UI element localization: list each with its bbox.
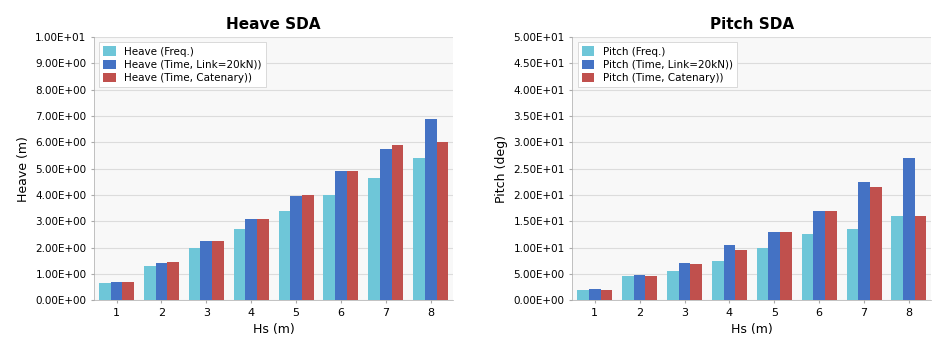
Bar	[257, 219, 268, 300]
Bar	[380, 149, 392, 300]
Bar	[167, 262, 179, 300]
Title: Pitch SDA: Pitch SDA	[710, 17, 793, 32]
Bar	[347, 171, 358, 300]
Bar	[622, 276, 634, 300]
Bar	[712, 261, 723, 300]
X-axis label: Hs (m): Hs (m)	[253, 323, 295, 336]
Bar	[122, 282, 134, 300]
Bar	[368, 178, 380, 300]
Bar	[99, 283, 111, 300]
Bar	[335, 171, 347, 300]
Bar	[915, 216, 926, 300]
Bar	[111, 282, 122, 300]
Bar	[757, 247, 769, 300]
Bar	[780, 232, 792, 300]
Legend: Pitch (Freq.), Pitch (Time, Link=20kN)), Pitch (Time, Catenary)): Pitch (Freq.), Pitch (Time, Link=20kN)),…	[577, 42, 737, 88]
Bar	[825, 211, 837, 300]
Bar	[634, 275, 646, 300]
Bar	[903, 158, 915, 300]
Bar	[246, 219, 257, 300]
Bar	[413, 158, 425, 300]
Bar	[690, 264, 702, 300]
Bar	[577, 289, 589, 300]
Bar	[736, 250, 747, 300]
Bar	[802, 234, 813, 300]
Bar	[436, 142, 448, 300]
Bar	[279, 211, 290, 300]
X-axis label: Hs (m): Hs (m)	[731, 323, 773, 336]
Bar	[769, 232, 780, 300]
Bar	[323, 195, 335, 300]
Bar	[212, 241, 224, 300]
Bar	[858, 182, 870, 300]
Bar	[679, 263, 690, 300]
Bar	[601, 289, 612, 300]
Bar	[200, 241, 212, 300]
Bar	[290, 196, 301, 300]
Bar	[847, 229, 858, 300]
Bar	[233, 229, 246, 300]
Title: Heave SDA: Heave SDA	[227, 17, 320, 32]
Bar	[723, 245, 736, 300]
Bar	[144, 266, 155, 300]
Bar	[155, 263, 167, 300]
Bar	[392, 145, 403, 300]
Bar	[425, 119, 436, 300]
Bar	[667, 271, 679, 300]
Y-axis label: Heave (m): Heave (m)	[17, 136, 29, 202]
Bar	[891, 216, 903, 300]
Bar	[301, 195, 314, 300]
Bar	[646, 276, 657, 300]
Bar	[189, 247, 200, 300]
Bar	[589, 288, 601, 300]
Legend: Heave (Freq.), Heave (Time, Link=20kN)), Heave (Time, Catenary)): Heave (Freq.), Heave (Time, Link=20kN)),…	[100, 42, 266, 88]
Bar	[870, 187, 882, 300]
Y-axis label: Pitch (deg): Pitch (deg)	[495, 134, 508, 203]
Bar	[813, 211, 825, 300]
